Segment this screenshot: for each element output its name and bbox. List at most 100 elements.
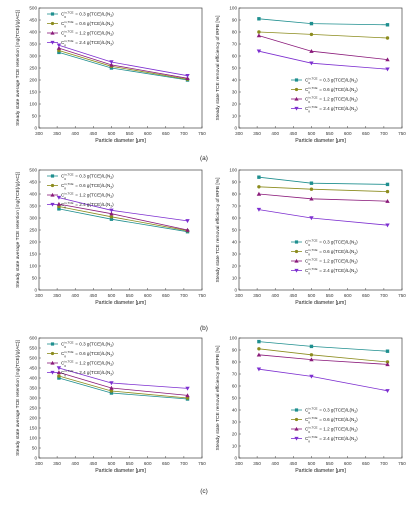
legend-marker <box>294 240 299 244</box>
legend-marker <box>294 408 299 412</box>
data-point <box>385 23 390 27</box>
x-tick-label: 750 <box>198 461 206 466</box>
data-point <box>185 73 190 78</box>
legend-marker <box>294 96 299 101</box>
x-tick-label: 350 <box>53 461 61 466</box>
y-tick-label: 100 <box>29 102 37 107</box>
y-tick-label: 50 <box>32 446 38 451</box>
series-line <box>258 31 388 39</box>
data-point <box>56 370 62 375</box>
legend-marker <box>50 202 55 207</box>
data-point <box>256 191 262 196</box>
y-tick-label: 50 <box>32 114 38 119</box>
y-tick-label: 550 <box>29 346 37 351</box>
y-tick-label: 50 <box>232 66 238 71</box>
y-tick-label: 450 <box>29 18 37 23</box>
x-tick-label: 300 <box>235 131 243 136</box>
legend-marker <box>294 436 299 441</box>
y-axis-label: Steady state TCE removal efficiency of I… <box>215 177 221 283</box>
x-tick-label: 300 <box>35 461 43 466</box>
x-tick-label: 600 <box>344 131 352 136</box>
data-point <box>309 196 314 201</box>
x-tick-label: 350 <box>253 293 261 298</box>
data-point <box>257 17 261 21</box>
series-line <box>258 368 388 392</box>
legend-marker <box>294 78 299 82</box>
y-tick-label: 350 <box>29 204 37 209</box>
legend-label: Cin,TCE g = 0.3 g(TCE)/L(N2) <box>61 10 114 18</box>
x-tick-label: 400 <box>271 461 279 466</box>
y-tick-label: 20 <box>232 432 238 437</box>
y-tick-label: 80 <box>232 192 238 197</box>
data-point <box>56 195 62 200</box>
legend-label: Cin,TCE g = 0.6 g(TCE)/L(N2) <box>61 350 114 358</box>
y-axis-label: Steady state TCE removal efficiency of I… <box>215 345 221 451</box>
data-point <box>109 217 114 221</box>
data-point <box>109 215 114 219</box>
x-tick-label: 700 <box>180 293 188 298</box>
series-line <box>58 203 188 231</box>
legend-label: Cin,TCE g = 0.3 g(TCE)/L(N2) <box>305 76 358 84</box>
y-tick-label: 0 <box>234 456 237 461</box>
y-tick-label: 400 <box>29 192 37 197</box>
legend-label: Cin,TCE g = 1.2 g(TCE)/L(N2) <box>61 191 114 199</box>
y-tick-label: 500 <box>29 168 37 173</box>
data-point <box>309 357 314 362</box>
y-tick-label: 10 <box>232 276 238 281</box>
legend-marker <box>294 249 299 254</box>
chart-panel-3-retention: 0 50 100 150 200 250 300 350 400 450 500 550 600 300 3… <box>15 336 206 474</box>
data-point <box>56 45 62 50</box>
x-tick-label: 450 <box>89 131 97 136</box>
legend-label: Cin,TCE g = 1.2 g(TCE)/L(N2) <box>305 425 358 433</box>
x-tick-label: 600 <box>144 461 152 466</box>
x-tick-label: 750 <box>398 293 406 298</box>
series-line <box>58 47 188 79</box>
x-tick-label: 500 <box>308 293 316 298</box>
y-tick-label: 300 <box>29 216 37 221</box>
x-tick-label: 550 <box>126 461 134 466</box>
x-tick-label: 350 <box>253 131 261 136</box>
legend-label: Cin,TCE g = 1.2 g(TCE)/L(N2) <box>61 29 114 37</box>
data-point <box>309 61 314 66</box>
x-tick-label: 350 <box>253 461 261 466</box>
x-tick-label: 700 <box>180 461 188 466</box>
y-tick-label: 400 <box>29 30 37 35</box>
y-tick-label: 450 <box>29 366 37 371</box>
x-tick-label: 550 <box>126 293 134 298</box>
panel-label: (c) <box>200 488 208 495</box>
legend-marker <box>50 21 55 26</box>
legend-label: Cin,TCE g = 0.3 g(TCE)/L(N2) <box>61 340 114 348</box>
data-point <box>385 349 390 353</box>
x-tick-label: 500 <box>108 131 116 136</box>
x-tick-label: 400 <box>71 293 79 298</box>
chart-panel-1-retention: 0 50 100 150 200 250 300 350 400 450 500 300 350 400 4… <box>15 6 206 144</box>
x-tick-label: 300 <box>235 293 243 298</box>
data-point <box>256 367 262 372</box>
y-tick-label: 60 <box>232 384 238 389</box>
y-tick-label: 250 <box>29 228 37 233</box>
y-tick-label: 0 <box>234 126 237 131</box>
data-point <box>385 389 390 393</box>
legend-label: Cin,TCE g = 2.4 g(TCE)/L(N2) <box>61 201 114 209</box>
y-tick-label: 250 <box>29 406 37 411</box>
x-tick-label: 550 <box>326 293 334 298</box>
y-tick-label: 250 <box>29 66 37 71</box>
y-tick-label: 400 <box>29 376 37 381</box>
legend-marker <box>294 417 299 422</box>
x-tick-label: 750 <box>398 461 406 466</box>
legend-marker <box>50 192 55 197</box>
y-tick-label: 600 <box>29 336 37 341</box>
x-tick-label: 500 <box>108 461 116 466</box>
x-tick-label: 400 <box>271 131 279 136</box>
y-tick-label: 70 <box>232 372 238 377</box>
x-tick-label: 550 <box>326 131 334 136</box>
y-axis-label: Steady state TCE removal efficiency of I… <box>215 15 221 121</box>
series-line <box>258 176 388 185</box>
y-tick-label: 60 <box>232 54 238 59</box>
y-tick-label: 20 <box>232 264 238 269</box>
data-point <box>109 385 114 390</box>
data-point <box>309 187 314 191</box>
legend-marker <box>50 174 55 178</box>
data-point <box>56 43 62 48</box>
